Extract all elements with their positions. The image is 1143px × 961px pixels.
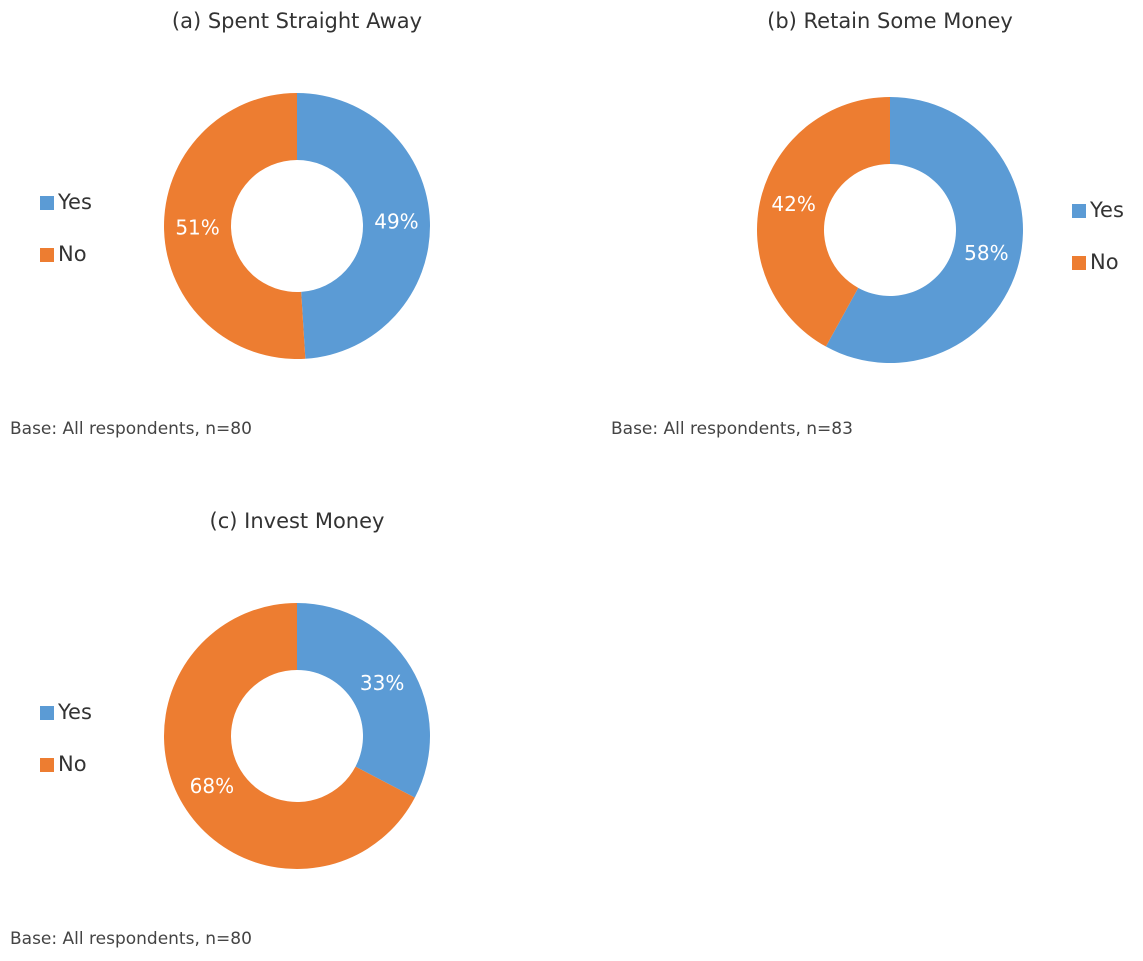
legend-swatch bbox=[40, 248, 54, 262]
base-note: Base: All respondents, n=80 bbox=[10, 929, 252, 949]
donut-slice bbox=[825, 97, 1023, 363]
legend-label: No bbox=[1090, 250, 1119, 274]
data-label: 42% bbox=[771, 192, 815, 216]
data-label: 51% bbox=[175, 216, 219, 240]
donut-slice bbox=[297, 93, 431, 359]
legend-label: Yes bbox=[57, 700, 92, 724]
legend-swatch bbox=[1072, 256, 1086, 270]
data-label: 58% bbox=[964, 241, 1008, 265]
legend-swatch bbox=[40, 706, 54, 720]
chart-title: (a) Spent Straight Away bbox=[172, 9, 422, 33]
legend-swatch bbox=[40, 196, 54, 210]
legend-label: No bbox=[58, 242, 87, 266]
chart-title: (c) Invest Money bbox=[210, 509, 385, 533]
data-label: 33% bbox=[360, 671, 404, 695]
base-note: Base: All respondents, n=83 bbox=[611, 419, 853, 439]
donut-slice bbox=[297, 603, 430, 798]
legend-swatch bbox=[40, 758, 54, 772]
data-label: 68% bbox=[190, 774, 234, 798]
chart-title: (b) Retain Some Money bbox=[767, 9, 1013, 33]
donut-slice bbox=[756, 97, 890, 347]
legend-label: Yes bbox=[57, 190, 92, 214]
donut-slice bbox=[164, 93, 306, 359]
donut-slice bbox=[163, 603, 415, 870]
base-note: Base: All respondents, n=80 bbox=[10, 419, 252, 439]
legend-label: Yes bbox=[1089, 198, 1124, 222]
data-label: 49% bbox=[374, 209, 418, 233]
legend-swatch bbox=[1072, 204, 1086, 218]
legend-label: No bbox=[58, 752, 87, 776]
